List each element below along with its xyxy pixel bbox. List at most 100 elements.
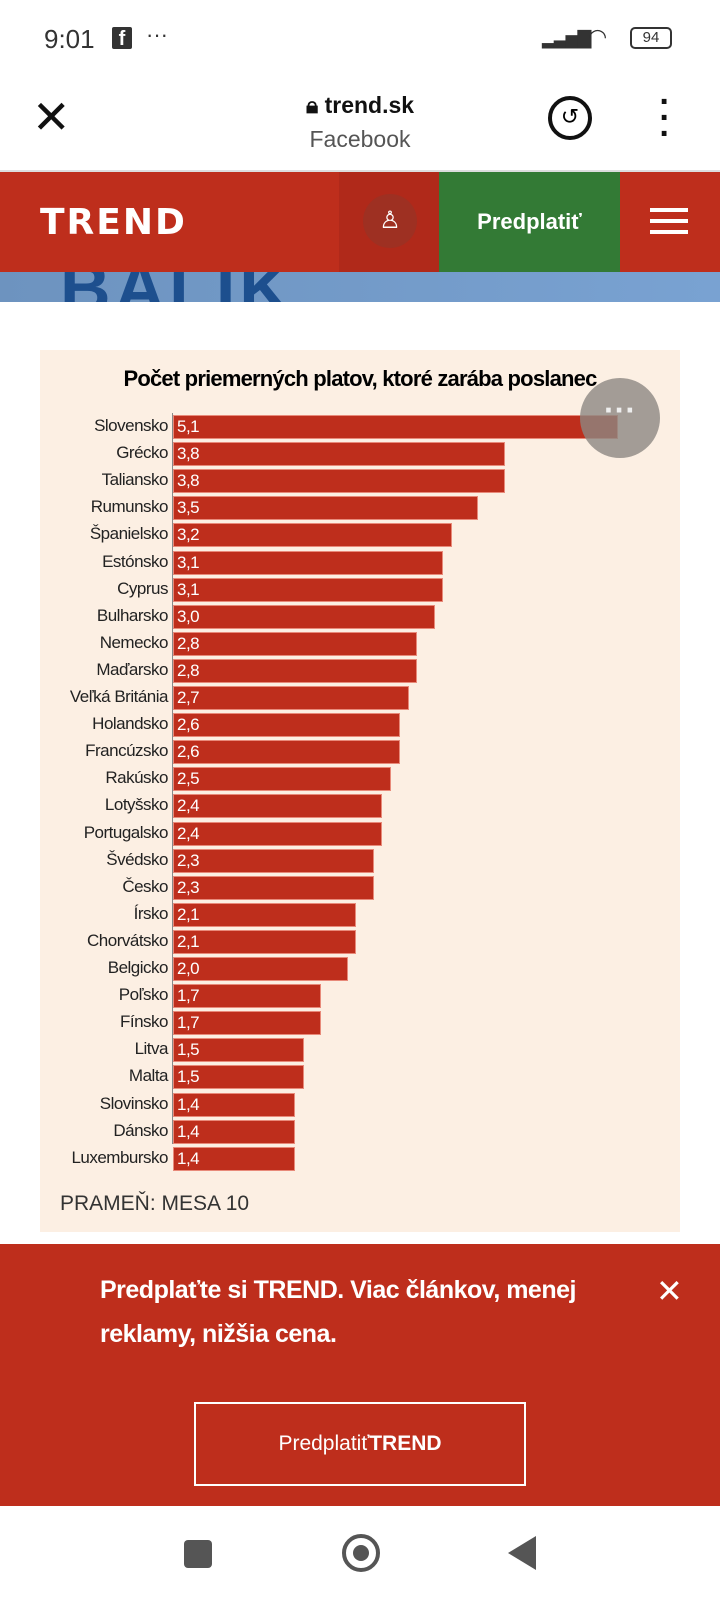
bar-value-label: 2,6 [177, 715, 200, 735]
bar [173, 1065, 304, 1090]
bar-category-label: Francúzsko [85, 741, 168, 761]
trend-logo[interactable]: TREND [40, 202, 187, 243]
bar-value-label: 3,8 [177, 471, 200, 491]
floating-more-button[interactable]: ··· [580, 378, 660, 458]
home-icon[interactable] [342, 1534, 380, 1572]
bar-value-label: 3,8 [177, 444, 200, 464]
bar [173, 469, 505, 494]
bar-category-label: Cyprus [117, 578, 168, 598]
bar-value-label: 2,0 [177, 959, 200, 978]
bar-row: Chorvátsko 2,1 [40, 929, 680, 956]
bar-row: Grécko 3,8 [40, 441, 680, 468]
bar-value-label: 5,1 [177, 417, 200, 436]
clock: 9:01 [44, 24, 95, 54]
bar-value-label: 2,4 [177, 796, 200, 816]
subscribe-button[interactable]: Predplatiť [439, 172, 620, 272]
bar-row: Estónsko 3,1 [40, 550, 680, 577]
bar-category-label: Lotyšsko [104, 795, 169, 815]
bar [173, 875, 374, 900]
bar-row: Portugalsko 2,4 [40, 821, 680, 848]
more-dots-icon: ··· [146, 22, 168, 47]
bar-row: Rumunsko 3,5 [40, 495, 680, 522]
subscribe-banner: Predplaťte si TREND. Viac článkov, menej… [0, 1244, 720, 1506]
bar-category-label: Litva [134, 1039, 169, 1059]
bar-row: Belgicko 2,0 [40, 956, 680, 983]
chart-axis [172, 413, 173, 1144]
bar-value-label: 2,3 [177, 877, 200, 897]
bar-category-label: Estónsko [102, 551, 168, 571]
bar-row: Rakúsko 2,5 [40, 766, 680, 793]
bar [173, 1119, 296, 1144]
bar-category-label: Rumunsko [90, 497, 169, 517]
bar-row: Bulharsko 3,0 [40, 604, 680, 631]
banner-subscribe-button[interactable]: PredplatiťTREND [194, 1402, 526, 1486]
bar [173, 631, 418, 656]
chart-source: PRAMEŇ: MESA 10 [60, 1192, 250, 1215]
bar-row: Írsko 2,1 [40, 902, 680, 929]
bar-row: Malta 1,5 [40, 1064, 680, 1091]
bar-value-label: 1,7 [177, 1013, 200, 1033]
close-icon[interactable]: ✕ [32, 91, 71, 143]
bar-category-label: Bulharsko [96, 605, 169, 625]
bar-row: Slovinsko 1,4 [40, 1092, 680, 1119]
bar-row: Litva 1,5 [40, 1037, 680, 1064]
bar-value-label: 2,5 [177, 769, 200, 789]
domain: trend.sk [324, 92, 415, 118]
history-icon[interactable]: ↺ [548, 96, 592, 140]
bar-category-label: Grécko [116, 443, 168, 463]
bar-category-label: Rakúsko [105, 768, 168, 788]
chart-panel: Počet priemerných platov, ktoré zarába p… [40, 350, 680, 1232]
hamburger-menu-icon[interactable] [650, 208, 688, 241]
bar [173, 713, 400, 738]
bar-row: Švédsko 2,3 [40, 848, 680, 875]
user-icon[interactable]: ♙ [363, 194, 417, 248]
bar-category-label: Taliansko [101, 470, 169, 490]
bar-row: Luxembursko 1,4 [40, 1146, 680, 1173]
chart-title: Počet priemerných platov, ktoré zarába p… [123, 366, 597, 391]
bar [173, 821, 383, 846]
bar [173, 740, 400, 765]
bar-category-label: Maďarsko [96, 659, 168, 679]
more-vert-icon[interactable]: · · · [659, 83, 671, 153]
bar-row: Česko 2,3 [40, 875, 680, 902]
bar-row: Francúzsko 2,6 [40, 739, 680, 766]
bar [173, 902, 357, 927]
bar-category-label: Malta [128, 1066, 169, 1086]
bar-row: Dánsko 1,4 [40, 1119, 680, 1146]
bar-row: Holandsko 2,6 [40, 712, 680, 739]
bar-row: Španielsko 3,2 [40, 522, 680, 549]
system-nav-bar [0, 1506, 720, 1600]
banner-message: Predplaťte si TREND. Viac článkov, menej… [100, 1276, 576, 1348]
bar-category-label: Dánsko [113, 1120, 168, 1140]
close-icon[interactable]: ✕ [656, 1273, 683, 1309]
bar-category-label: Chorvátsko [87, 930, 168, 950]
bar-category-label: Veľká Británia [69, 687, 169, 706]
referrer: Facebook [309, 126, 411, 152]
bar [173, 957, 348, 981]
bar-value-label: 2,1 [177, 931, 200, 951]
bar-value-label: 2,4 [177, 823, 200, 843]
bar-category-label: Nemecko [99, 632, 169, 652]
status-bar: 9:01 f ··· ▂▃▅▇ ◠ 94 [0, 0, 720, 80]
bar [173, 1092, 296, 1117]
bar [173, 577, 444, 602]
article-image: BALIK [0, 272, 720, 302]
bar-row: Slovensko 5,1 [40, 414, 680, 441]
bar [173, 442, 505, 467]
bar-value-label: 3,5 [177, 498, 200, 518]
bar [173, 848, 374, 873]
bar [173, 929, 357, 954]
bar-value-label: 1,4 [177, 1148, 200, 1168]
bar-value-label: 1,4 [177, 1094, 200, 1114]
back-icon[interactable] [508, 1536, 536, 1570]
bar-category-label: Portugalsko [83, 822, 169, 842]
facebook-icon: f [112, 27, 132, 50]
bar-value-label: 2,8 [177, 633, 200, 653]
bar-row: Cyprus 3,1 [40, 577, 680, 604]
bar-value-label: 1,4 [177, 1121, 200, 1141]
bar-value-label: 1,5 [177, 1040, 200, 1060]
bar [173, 496, 479, 521]
recents-icon[interactable] [184, 1540, 212, 1568]
bar-value-label: 3,1 [177, 552, 200, 572]
battery-icon: 94 [630, 27, 672, 49]
